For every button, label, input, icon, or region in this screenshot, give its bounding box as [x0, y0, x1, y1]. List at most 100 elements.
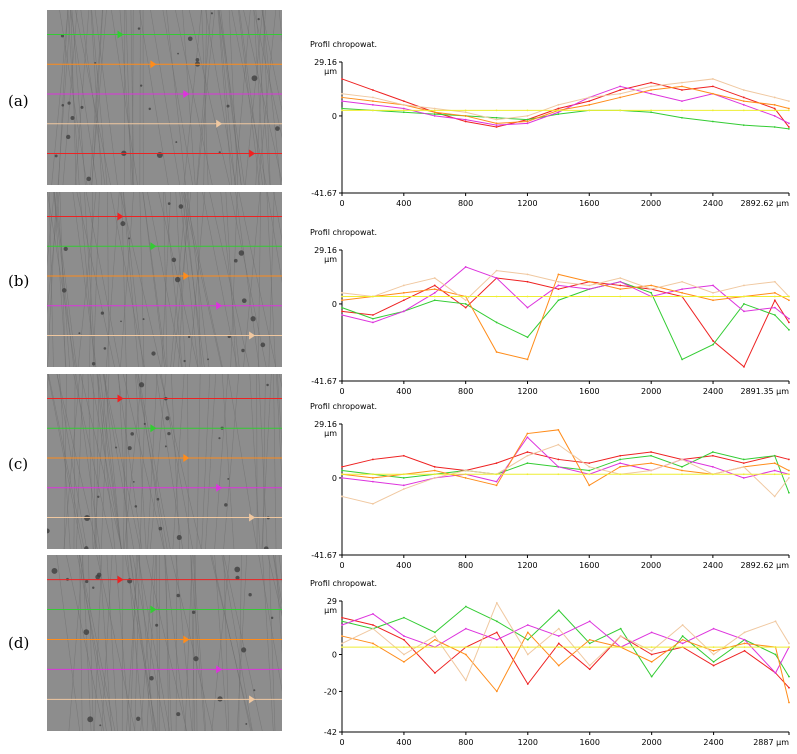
profile-point — [527, 631, 529, 633]
profile-point — [527, 307, 529, 309]
micrograph-a — [47, 10, 282, 185]
profile-point — [403, 484, 405, 486]
profile-point — [403, 296, 405, 298]
profile-point — [372, 477, 374, 479]
profile-point — [682, 643, 684, 645]
profile-point — [527, 624, 529, 626]
x-tick-label: 0 — [339, 387, 344, 396]
profile-point — [775, 620, 777, 622]
profile-point — [341, 643, 343, 645]
micrograph-b — [47, 192, 282, 367]
profile-point — [403, 488, 405, 490]
surface-pit — [227, 105, 230, 108]
surface-pit — [211, 12, 213, 14]
x-tick-label: 2400 — [703, 199, 723, 208]
profile-point — [496, 109, 498, 111]
x-tick-label: 2400 — [703, 738, 723, 747]
y-tick-label: 0 — [332, 651, 337, 660]
y-tick-label: 29.16 — [314, 58, 337, 67]
profile-point — [558, 273, 560, 275]
profile-point — [619, 466, 621, 468]
profile-point — [372, 104, 374, 106]
profile-point — [712, 299, 714, 301]
surface-pit — [120, 321, 122, 323]
profile-point — [589, 646, 591, 648]
profile-series-line — [342, 86, 789, 123]
profile-point — [744, 650, 746, 652]
profile-point — [465, 119, 467, 121]
x-tick-label: 800 — [458, 199, 473, 208]
profile-point — [588, 470, 590, 472]
profile-point — [788, 100, 790, 102]
profile-point — [372, 624, 374, 626]
profile-point — [496, 351, 498, 353]
profile-point — [341, 470, 343, 472]
profile-point — [743, 100, 745, 102]
profile-point — [713, 646, 715, 648]
surface-pit — [192, 611, 195, 614]
surface-pit — [241, 647, 246, 652]
profile-point — [619, 281, 621, 283]
profile-point — [788, 128, 790, 130]
profile-point — [651, 631, 653, 633]
profile-point — [527, 119, 529, 121]
profile-point — [788, 299, 790, 301]
profile-point — [465, 470, 467, 472]
profile-point — [496, 484, 498, 486]
profile-point — [341, 78, 343, 80]
profile-point — [712, 85, 714, 87]
profile-point — [788, 470, 790, 472]
profile-point — [775, 646, 777, 648]
profile-point — [372, 89, 374, 91]
y-tick-label: -42 — [324, 728, 337, 737]
surface-pit — [271, 617, 273, 619]
profile-point — [496, 620, 498, 622]
profile-point — [434, 108, 436, 110]
surface-pit — [55, 154, 58, 157]
profile-point — [788, 318, 790, 320]
profile-point — [681, 85, 683, 87]
surface-pit — [135, 505, 138, 508]
surface-pit — [87, 716, 93, 722]
profile-point — [434, 473, 436, 475]
surface-pit — [165, 416, 169, 420]
surface-pit — [149, 676, 154, 681]
profile-point — [619, 288, 621, 290]
profile-point — [465, 303, 467, 305]
profile-point — [619, 296, 621, 298]
profile-point — [465, 109, 467, 111]
surface-pit — [165, 445, 167, 447]
profile-point — [557, 111, 559, 113]
profile-point — [619, 109, 621, 111]
profile-point — [341, 100, 343, 102]
y-tick-label: 0 — [332, 112, 337, 121]
profile-point — [403, 299, 405, 301]
surface-pit — [193, 656, 198, 661]
surface-pit — [188, 336, 190, 338]
profile-point — [527, 296, 529, 298]
profile-point — [527, 109, 529, 111]
surface-pit — [85, 580, 88, 583]
x-tick-label: 2400 — [703, 561, 723, 570]
x-tick-label: 2891.35 µm — [740, 387, 789, 396]
profile-point — [619, 285, 621, 287]
profile-point — [434, 296, 436, 298]
profile-point — [558, 665, 560, 667]
profile-point — [588, 466, 590, 468]
surface-pit — [51, 568, 57, 574]
profile-point — [527, 654, 529, 656]
profile-point — [588, 104, 590, 106]
profile-point — [774, 108, 776, 110]
profile-point — [681, 470, 683, 472]
profile-point — [465, 299, 467, 301]
profile-point — [681, 359, 683, 361]
profile-point — [558, 285, 560, 287]
surface-pit — [227, 478, 229, 480]
y-tick-label: -41.67 — [311, 189, 337, 198]
profile-point — [465, 266, 467, 268]
profile-point — [712, 340, 714, 342]
profile-point — [465, 654, 467, 656]
surface-pit — [183, 360, 185, 362]
panel-label-a: (a) — [8, 92, 29, 110]
surface-pit — [196, 58, 200, 62]
